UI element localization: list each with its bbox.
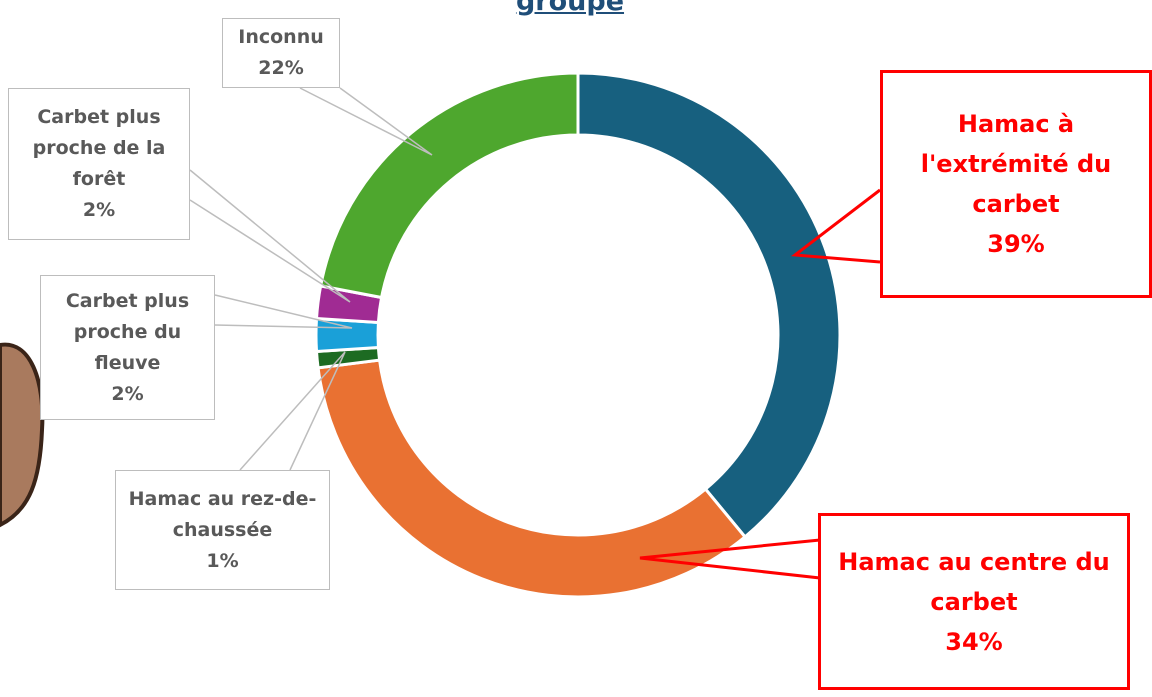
illustration bbox=[0, 342, 45, 528]
value-label: 34% bbox=[945, 627, 1003, 656]
donut-slice bbox=[576, 71, 842, 539]
value-label: 39% bbox=[987, 230, 1045, 258]
donut bbox=[314, 71, 842, 599]
category-label: Carbet plus proche du fleuve bbox=[65, 289, 190, 374]
label-box: Carbet plus proche du fleuve 2% bbox=[40, 275, 215, 420]
donut-slice bbox=[316, 358, 748, 599]
category-label: Hamac au centre du carbet bbox=[838, 547, 1110, 616]
donut-slice bbox=[314, 316, 380, 354]
chart-title: groupe bbox=[515, 0, 625, 17]
value-label: 2% bbox=[111, 382, 144, 405]
value-label: 22% bbox=[258, 57, 304, 79]
label-box: Hamac à l'extrémité du carbet 39% bbox=[880, 70, 1152, 298]
category-label: Carbet plus proche de la forêt bbox=[32, 106, 166, 190]
label-box: Inconnu 22% bbox=[222, 18, 340, 88]
value-label: 1% bbox=[206, 549, 239, 572]
leader-lines bbox=[189, 87, 433, 471]
category-label: Inconnu bbox=[238, 26, 324, 48]
value-label: 2% bbox=[82, 199, 116, 221]
label-box: Hamac au centre du carbet 34% bbox=[818, 513, 1130, 690]
label-box: Hamac au rez-de-chaussée 1% bbox=[115, 470, 330, 590]
category-label: Hamac au rez-de-chaussée bbox=[128, 487, 317, 541]
leader-lines-red bbox=[639, 188, 881, 580]
donut-slice bbox=[318, 71, 580, 300]
label-box: Carbet plus proche de la forêt 2% bbox=[8, 88, 190, 240]
category-label: Hamac à l'extrémité du carbet bbox=[920, 110, 1112, 218]
